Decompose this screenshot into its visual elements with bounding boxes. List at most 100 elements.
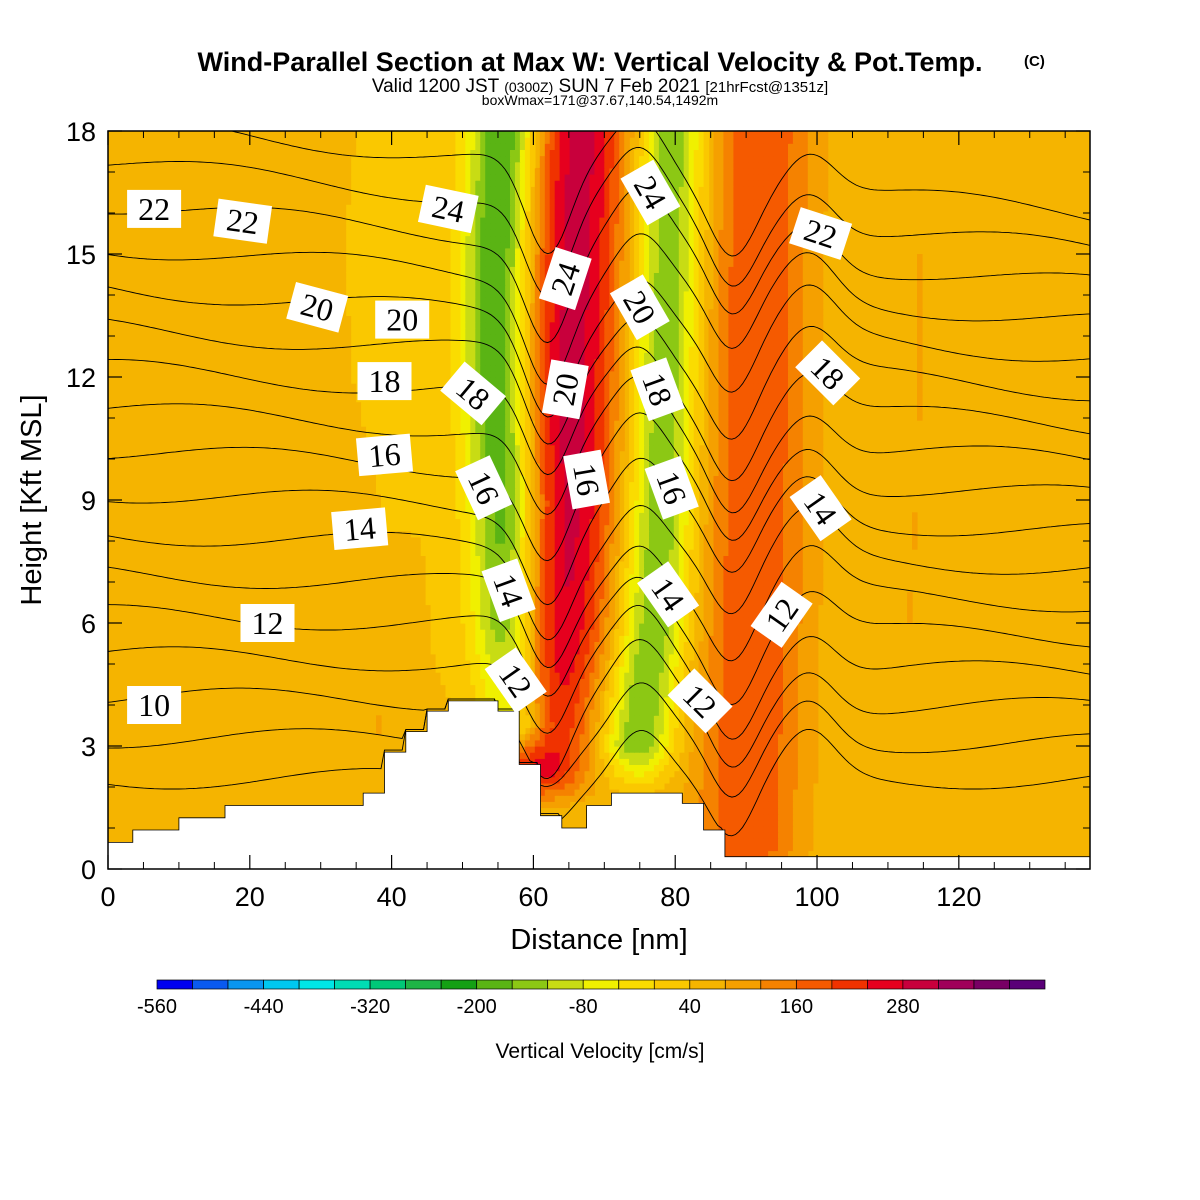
w-cell (574, 530, 581, 538)
w-cell (480, 438, 486, 446)
w-cell (634, 438, 640, 446)
w-cell (614, 518, 620, 526)
w-cell (738, 653, 744, 661)
w-cell (440, 635, 447, 642)
w-cell (539, 623, 546, 630)
w-cell (718, 543, 725, 550)
w-cell (624, 696, 630, 704)
w-cell (693, 561, 700, 569)
w-cell (668, 733, 675, 741)
w-cell (673, 746, 680, 753)
w-cell (693, 543, 700, 550)
w-cell (465, 512, 471, 519)
w-cell (728, 456, 734, 464)
w-cell (733, 758, 739, 765)
w-cell (564, 709, 571, 716)
w-cell (594, 672, 600, 679)
w-cell (639, 746, 645, 753)
w-cell (450, 475, 457, 483)
w-cell (634, 567, 640, 575)
w-cell (410, 500, 417, 507)
w-cell (768, 549, 774, 556)
w-cell (405, 500, 412, 507)
w-cell (435, 469, 442, 476)
w-cell (644, 487, 650, 495)
w-cell (713, 586, 720, 593)
w-cell (758, 819, 764, 827)
w-cell (589, 604, 595, 612)
w-cell (768, 801, 774, 809)
w-cell (708, 567, 715, 575)
w-cell (579, 795, 586, 802)
w-cell (693, 469, 700, 476)
w-cell (624, 524, 630, 532)
w-cell (435, 543, 442, 550)
w-cell (708, 604, 715, 612)
w-cell (465, 604, 471, 612)
w-cell (539, 795, 546, 802)
w-cell (788, 715, 794, 723)
w-cell (569, 666, 576, 673)
w-cell (723, 629, 729, 636)
w-cell (778, 487, 784, 495)
w-cell (544, 598, 551, 606)
w-cell (559, 746, 566, 753)
w-cell (639, 463, 645, 470)
w-cell (420, 420, 427, 427)
w-cell (614, 666, 620, 673)
w-cell (698, 420, 705, 427)
w-cell (912, 536, 918, 544)
w-cell (529, 752, 536, 759)
w-cell (763, 727, 769, 735)
w-cell (381, 475, 387, 483)
w-cell (500, 426, 506, 433)
w-cell (475, 586, 481, 593)
w-cell (604, 696, 610, 704)
w-cell (624, 549, 630, 556)
w-cell (668, 549, 675, 556)
w-cell (410, 420, 417, 427)
w-cell (549, 764, 556, 772)
w-cell (475, 635, 481, 642)
w-cell (619, 438, 625, 446)
w-cell (663, 684, 670, 692)
w-cell (594, 715, 600, 723)
w-cell (619, 733, 625, 741)
w-cell (634, 579, 640, 587)
w-cell (430, 647, 437, 655)
w-cell (574, 752, 581, 759)
w-cell (574, 512, 581, 519)
w-cell (768, 653, 774, 661)
w-cell (485, 598, 491, 606)
w-cell (609, 592, 615, 599)
w-cell (470, 518, 476, 526)
w-cell (629, 536, 635, 544)
w-cell (763, 592, 769, 599)
w-cell (485, 420, 491, 427)
w-cell (614, 709, 620, 716)
w-cell (668, 635, 675, 642)
w-cell (574, 598, 581, 606)
w-cell (564, 579, 571, 587)
w-cell (688, 438, 695, 446)
w-cell (653, 530, 660, 538)
w-cell (559, 795, 566, 802)
w-cell (614, 678, 620, 686)
w-cell (703, 555, 710, 563)
w-cell (639, 549, 645, 556)
w-cell (644, 530, 650, 538)
w-cell (817, 543, 824, 550)
w-cell (723, 838, 729, 845)
w-cell (609, 623, 615, 630)
w-cell (435, 536, 442, 544)
w-cell (619, 420, 625, 427)
w-cell (653, 536, 660, 544)
w-cell (420, 481, 427, 489)
w-cell (584, 586, 591, 593)
w-cell (753, 647, 759, 655)
w-cell (405, 518, 412, 526)
w-cell (614, 549, 620, 556)
w-cell (475, 647, 481, 655)
w-cell (534, 586, 541, 593)
w-cell (733, 782, 739, 790)
